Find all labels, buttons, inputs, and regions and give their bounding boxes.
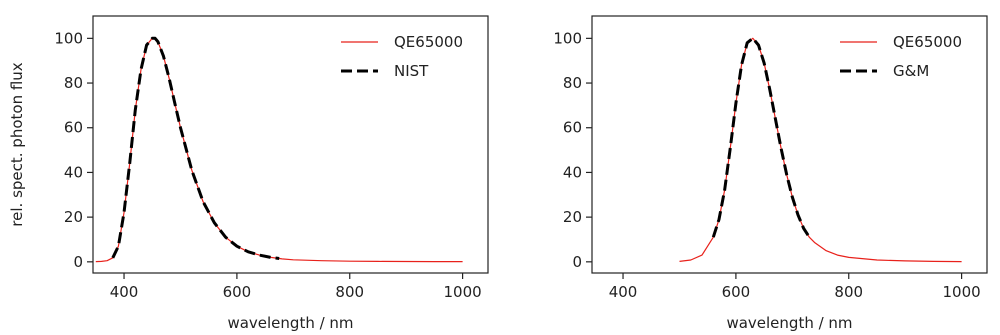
y-tick-label: 80 [64,74,83,92]
y-tick-label: 80 [563,74,582,92]
y-tick-label: 60 [563,119,582,137]
x-tick-label: 1000 [943,283,981,301]
y-tick-label: 100 [553,29,582,47]
legend-label: NIST [394,62,429,80]
y-tick-label: 60 [64,119,83,137]
series-line-nist [111,36,280,260]
x-tick-label: 600 [223,283,252,301]
x-axis-label: wavelength / nm [726,314,852,332]
y-tick-label: 0 [572,253,582,271]
legend: QE65000 G&M [840,33,962,80]
x-tick-label: 1000 [444,283,482,301]
x-axis-label: wavelength / nm [227,314,353,332]
x-tick-label: 800 [335,283,364,301]
plot-frame [92,15,489,274]
y-tick-label: 20 [64,208,83,226]
y-tick-label: 40 [64,163,83,181]
y-tick-label: 20 [563,208,582,226]
y-tick-label: 100 [54,29,83,47]
legend-label: G&M [893,62,929,80]
y-axis-label: rel. spect. photon flux [8,62,26,226]
plot-frame [591,15,988,274]
legend-label: QE65000 [893,33,962,51]
y-tick-label: 0 [73,253,83,271]
panel-right: 400 600 800 1000 0 20 40 60 80 100 wavelength / nm… [553,15,988,332]
legend-label: QE65000 [394,33,463,51]
x-tick-label: 400 [110,283,139,301]
x-tick-label: 600 [722,283,751,301]
x-tick-label: 400 [609,283,638,301]
y-tick-label: 40 [563,163,582,181]
x-tick-label: 800 [834,283,863,301]
series-line-g-m [711,36,811,239]
panel-left: 400 600 800 1000 0 20 40 60 80 100 wavelength / nm… [8,15,489,332]
legend: QE65000 NIST [341,33,463,80]
